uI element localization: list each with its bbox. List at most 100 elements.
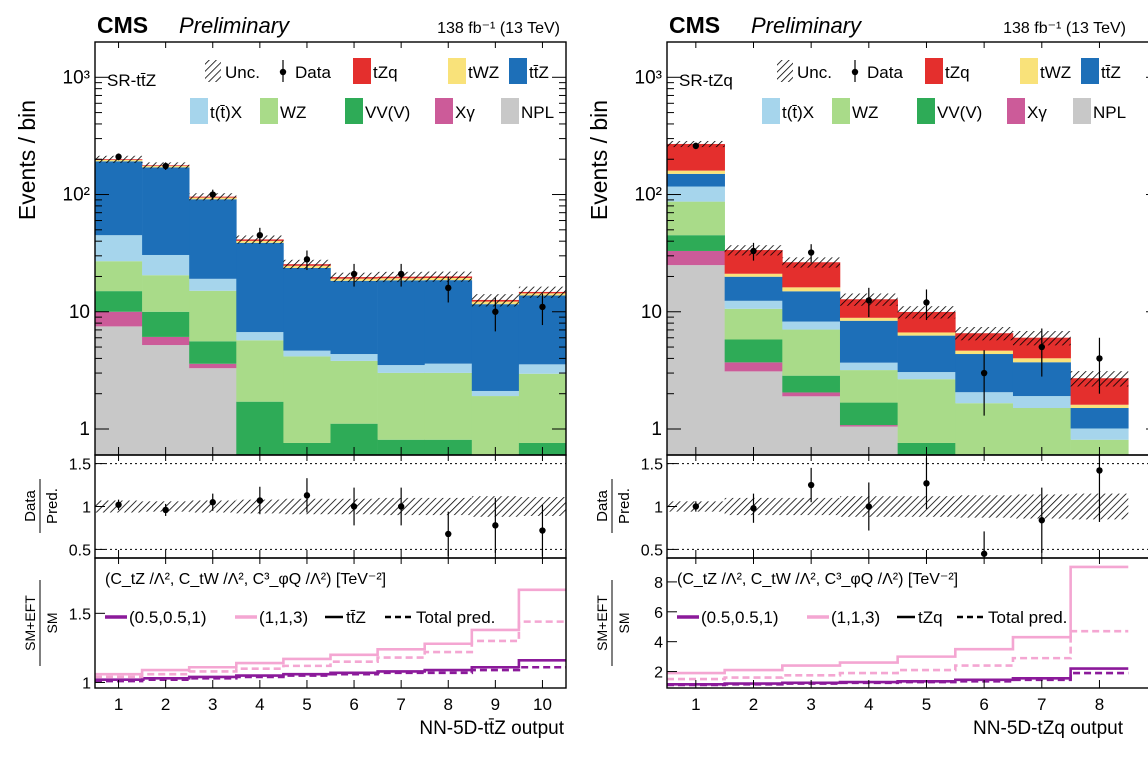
data-point: [865, 297, 873, 304]
legend-swatch-ttZ: [1081, 58, 1099, 84]
eft-legend-label-1: (0.5,0.5,1): [129, 608, 207, 627]
stack-bar-ttX: [283, 350, 331, 357]
x-tick-label: 6: [979, 695, 988, 714]
stack-bar-tWZ: [839, 317, 898, 321]
legend-swatch-WZ: [260, 98, 278, 124]
stack-bar-ttX: [897, 372, 956, 380]
stack-bar-ttZ: [897, 335, 956, 373]
y-tick-label: 10²: [63, 185, 90, 206]
legend-label: WZ: [852, 103, 878, 122]
eft-legend-label-total: Total pred.: [988, 608, 1067, 627]
x-tick-label: 10: [533, 695, 552, 714]
stack-bar-VVV: [782, 375, 841, 393]
eft-signal-line-2: [667, 565, 1129, 675]
eft-title: (C_tZ /Λ², C_tW /Λ², C³_φQ /Λ²) [TeV⁻²]: [105, 571, 386, 588]
eft-ylabel-bottom: SM: [44, 613, 60, 634]
stack-bar-ttX: [424, 363, 473, 373]
stack-bar-WZ: [236, 340, 284, 402]
ratio-y-tick-label: 1.5: [641, 457, 663, 474]
stack-bar-NPL: [189, 368, 237, 455]
x-tick-label: 3: [208, 695, 217, 714]
ratio-point: [807, 481, 815, 489]
eft-legend-label-2: (1,1,3): [831, 608, 880, 627]
stack-bar-ttX: [236, 332, 284, 341]
stack-bar-ttX: [95, 235, 143, 262]
stack-bar-Xgamma: [782, 392, 841, 397]
stack-bar-VVV: [142, 311, 190, 337]
stack-bar-WZ: [897, 379, 956, 443]
stack-bar-VVV: [839, 402, 898, 426]
x-tick-label: 8: [444, 695, 453, 714]
legend-swatch-tWZ: [448, 58, 466, 84]
eft-y-tick-label: 1: [82, 675, 91, 692]
ratio-point: [162, 506, 169, 514]
legend-label: Xγ: [1027, 103, 1047, 122]
stack-bar-tZq: [724, 250, 783, 274]
legend-swatch-ttX: [762, 98, 780, 124]
stack-bar-ttX: [189, 278, 237, 291]
stack-bar-ttZ: [142, 167, 190, 255]
stack-bar-Xgamma: [724, 362, 783, 372]
header-preliminary: Preliminary: [179, 13, 291, 38]
x-tick-label: 9: [491, 695, 500, 714]
legend-label: NPL: [521, 103, 554, 122]
legend-swatch-hatch: [777, 60, 793, 82]
ratio-ylabel-bottom: Pred.: [44, 488, 61, 524]
stack-bar-ttZ: [1070, 408, 1129, 429]
stack-bar-ttX: [518, 364, 567, 374]
legend-swatch-ttZ: [509, 58, 527, 84]
stack-bar-WZ: [471, 396, 520, 455]
header-cms: CMS: [669, 12, 720, 38]
data-point: [256, 231, 264, 239]
data-point: [1096, 355, 1103, 362]
x-tick-label: 6: [349, 695, 358, 714]
ratio-y-tick-label: 1: [654, 500, 663, 517]
x-tick-label: 3: [806, 695, 815, 714]
legend-label: tWZ: [468, 63, 499, 82]
eft-legend-label-total: Total pred.: [416, 608, 495, 627]
legend-label: Data: [867, 63, 903, 82]
y-tick-label: 10³: [635, 67, 662, 88]
legend-label: Data: [295, 63, 331, 82]
eft-legend-label-1: (0.5,0.5,1): [701, 608, 779, 627]
x-tick-label: 7: [1037, 695, 1046, 714]
stack-bar-NPL: [667, 265, 725, 455]
ratio-point: [256, 497, 264, 504]
y-tick-label: 10: [641, 302, 662, 323]
stack-bar-Xgamma: [839, 425, 898, 427]
header-cms: CMS: [97, 12, 148, 38]
ratio-ylabel-top: Data: [594, 490, 611, 522]
data-point: [492, 308, 499, 315]
data-point: [209, 191, 216, 198]
stack-bar-ttX: [377, 365, 425, 373]
eft-y-tick-label: 8: [654, 575, 663, 592]
legend-label: tZq: [945, 63, 970, 82]
ratio-uncertainty-band: [782, 497, 840, 516]
stack-bar-Xgamma: [95, 311, 143, 327]
stack-bar-ttZ: [667, 173, 725, 187]
eft-y-tick-label: 4: [654, 635, 663, 652]
eft-y-tick-label: 2: [654, 665, 663, 682]
stack-bar-ttZ: [283, 267, 331, 351]
stack-bar-WZ: [142, 275, 190, 312]
legend-data-marker: [851, 68, 859, 76]
data-point: [303, 256, 311, 263]
legend-swatch-hatch: [205, 60, 221, 82]
eft-frame: [94, 557, 567, 689]
eft-frame: [666, 557, 1148, 689]
ratio-point: [539, 527, 546, 534]
stack-bar-ttZ: [839, 320, 898, 363]
stack-bar-VVV: [236, 401, 284, 455]
ratio-y-tick-label: 1: [82, 500, 91, 517]
stack-bar-WZ: [839, 370, 898, 403]
legend-swatch-WZ: [832, 98, 850, 124]
ratio-point: [303, 492, 311, 499]
stack-bar-tWZ: [1070, 404, 1129, 409]
stack-bar-tWZ: [667, 170, 725, 174]
stack-bar-ttX: [471, 390, 520, 397]
x-tick-label: 5: [302, 695, 311, 714]
ratio-point: [1038, 517, 1045, 524]
stack-bar-ttZ: [236, 242, 284, 333]
stack-bar-tWZ: [897, 332, 956, 336]
stack-bar-Xgamma: [189, 363, 237, 369]
